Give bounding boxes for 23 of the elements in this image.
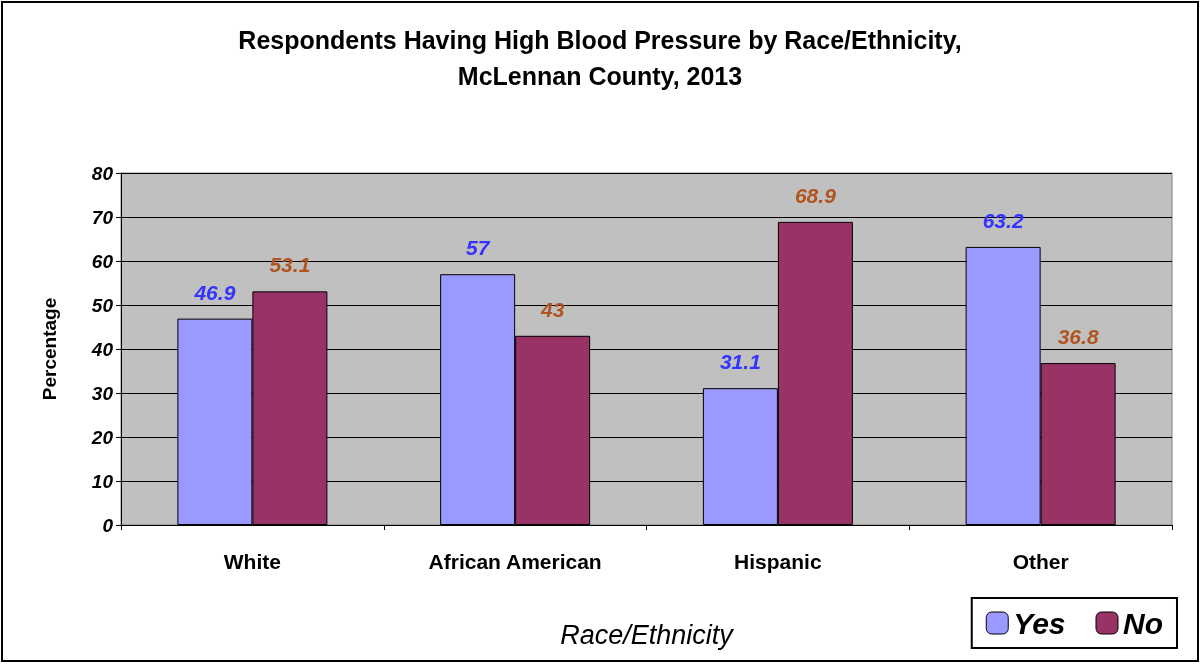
y-tick-label: 70 xyxy=(91,206,114,228)
x-axis-title: Race/Ethnicity xyxy=(560,619,735,650)
y-tick-label: 40 xyxy=(90,338,114,360)
data-label: 31.1 xyxy=(719,350,761,374)
x-tick-label: Hispanic xyxy=(734,550,822,573)
x-tick-label: Other xyxy=(1012,550,1069,573)
legend-label: No xyxy=(1123,606,1164,640)
data-label: 57 xyxy=(465,236,491,260)
data-label: 46.9 xyxy=(193,280,236,304)
y-axis-title: Percentage xyxy=(39,297,60,401)
y-tick-label: 60 xyxy=(91,250,114,272)
data-label: 68.9 xyxy=(794,183,837,207)
y-tick-label: 80 xyxy=(91,162,114,184)
y-tick-label: 30 xyxy=(91,382,114,404)
chart-title: Respondents Having High Blood Pressure by Race/Ethnicity, McLennan County, 2013 xyxy=(238,26,962,90)
y-tick-label: 50 xyxy=(91,294,114,316)
y-tick-label: 10 xyxy=(91,470,114,492)
x-tick-label: White xyxy=(223,550,281,573)
data-label: 36.8 xyxy=(1057,325,1099,349)
x-tick-label: African American xyxy=(428,550,602,573)
legend-label: Yes xyxy=(1013,606,1066,640)
y-tick-label: 20 xyxy=(90,426,114,448)
y-tick-label: 0 xyxy=(102,514,114,536)
